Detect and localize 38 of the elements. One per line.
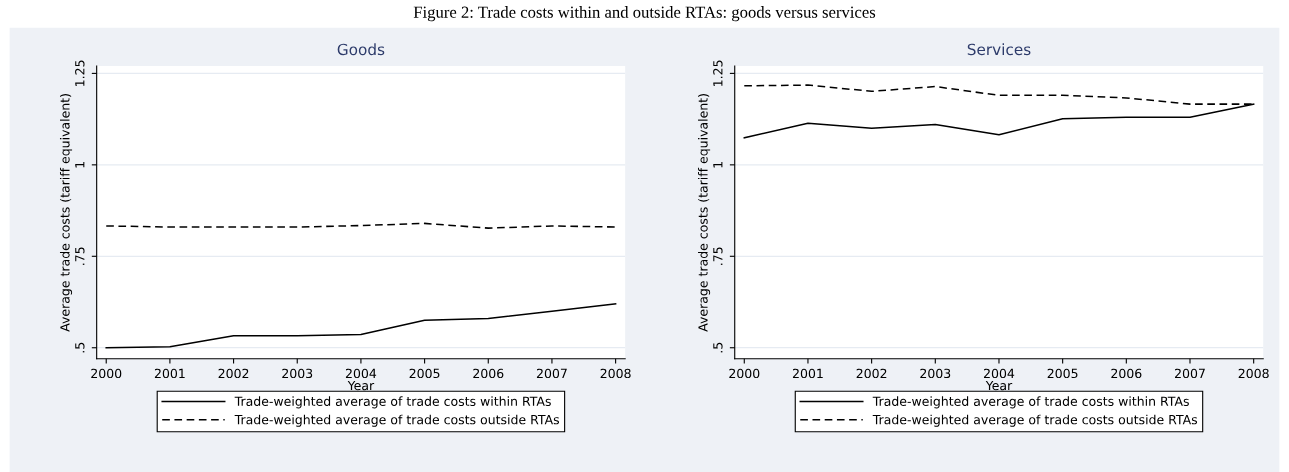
x-tick-label: 2000 [729, 368, 760, 379]
legend-label: Trade-weighted average of trade costs outside RTAs [234, 414, 560, 427]
caption: Figure 2: Trade costs within and outside RTAs: goods versus services [413, 6, 876, 22]
x-tick-label: 2003 [282, 368, 313, 379]
y-axis-title: Average trade costs (tariff equivalent) [698, 94, 711, 332]
x-tick-label: 2007 [536, 368, 567, 379]
x-axis-title: Year [985, 380, 1013, 391]
line-series [105, 303, 617, 349]
x-tick-label: 2006 [1111, 368, 1142, 379]
legend-label: Trade-weighted average of trade costs outside RTAs [872, 414, 1198, 427]
x-tick-label: 2006 [473, 368, 504, 379]
y-tick-label: .75 [713, 247, 723, 265]
y-tick-label: .75 [75, 247, 85, 265]
y-tick-label: 1.25 [713, 60, 723, 86]
x-tick-label: 2004 [983, 368, 1015, 379]
y-tick-label: .5 [713, 342, 723, 353]
x-tick-label: 2002 [856, 368, 887, 379]
legend-label: Trade-weighted average of trade costs within RTAs [872, 396, 1189, 409]
y-axis-title: Average trade costs (tariff equivalent) [59, 94, 73, 332]
y-tick-label: 1 [75, 162, 85, 168]
x-tick-label: 2001 [154, 368, 185, 379]
chart-title: Services [967, 43, 1031, 56]
x-tick-label: 2000 [91, 368, 122, 379]
legend-label: Trade-weighted average of trade costs within RTAs [234, 396, 551, 409]
x-tick-label: 2004 [345, 368, 377, 379]
x-tick-label: 2008 [1238, 368, 1269, 379]
y-tick-label: .5 [75, 342, 85, 353]
chart-title: Goods [337, 43, 385, 56]
y-tick-label: 1 [713, 162, 723, 168]
x-axis-title: Year [347, 380, 375, 391]
x-tick-label: 2001 [792, 368, 823, 379]
y-tick-label: 1.25 [75, 60, 85, 86]
x-tick-label: 2007 [1175, 368, 1205, 379]
x-tick-label: 2003 [920, 368, 951, 379]
x-tick-label: 2008 [600, 368, 631, 379]
x-tick-label: 2005 [409, 368, 440, 379]
x-tick-label: 2005 [1047, 368, 1078, 379]
x-tick-label: 2002 [218, 368, 249, 379]
